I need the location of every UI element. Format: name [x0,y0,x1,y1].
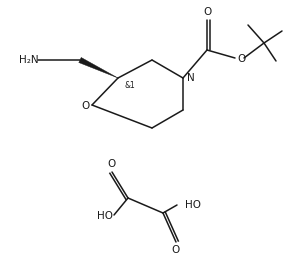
Text: O: O [238,54,246,64]
Text: HO: HO [185,200,201,210]
Text: H₂N: H₂N [19,55,39,65]
Text: O: O [81,101,89,111]
Text: O: O [107,159,115,169]
Text: HO: HO [97,211,113,221]
Text: &1: &1 [125,81,135,90]
Text: O: O [172,245,180,255]
Polygon shape [79,58,118,78]
Text: O: O [203,7,211,17]
Text: N: N [187,73,195,83]
